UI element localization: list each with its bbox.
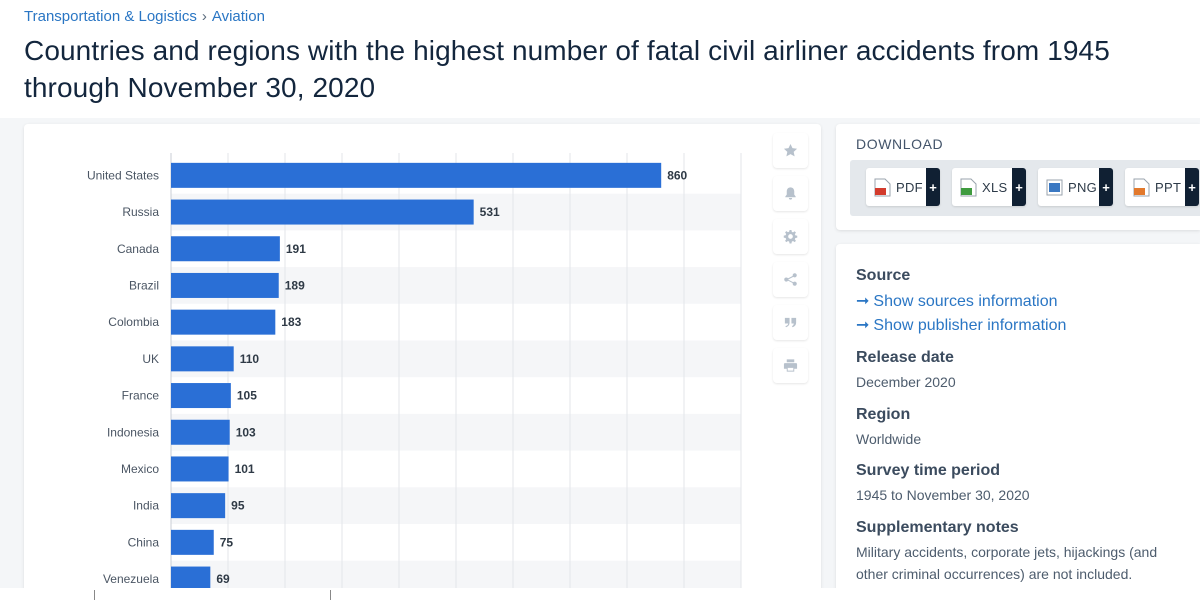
download-pdf-button[interactable]: PDF + — [866, 168, 940, 206]
category-label: China — [128, 535, 160, 549]
category-label: Mexico — [121, 462, 159, 476]
show-sources-link[interactable]: ➞ Show sources information — [856, 291, 1058, 311]
source-heading: Source — [856, 267, 911, 284]
breadcrumb-separator: › — [201, 8, 207, 25]
xls-file-icon — [960, 178, 977, 196]
value-label: 189 — [285, 278, 305, 292]
supplementary-notes-value: Military accidents, corporate jets, hija… — [856, 544, 1158, 582]
category-label: France — [122, 389, 160, 403]
download-png-plus[interactable]: + — [1099, 168, 1113, 206]
category-label: Colombia — [108, 315, 159, 329]
cite-button[interactable] — [773, 305, 808, 340]
download-options: PDF + XLS + PNG + PPT + — [850, 160, 1200, 216]
download-xls-plus[interactable]: + — [1012, 168, 1026, 206]
bar[interactable] — [171, 162, 662, 188]
value-label: 101 — [235, 462, 255, 476]
bar[interactable] — [171, 456, 229, 482]
breadcrumb-subcategory[interactable]: Aviation — [211, 8, 265, 25]
breadcrumb-category[interactable]: Transportation & Logistics — [24, 8, 197, 25]
download-png-label: PNG — [1068, 179, 1098, 195]
bar[interactable] — [171, 346, 234, 372]
ppt-file-icon — [1133, 178, 1150, 196]
release-date-value: December 2020 — [856, 374, 956, 390]
pdf-file-icon — [874, 178, 891, 196]
arrow-right-icon: ➞ — [856, 293, 870, 310]
arrow-right-icon: ➞ — [856, 317, 870, 334]
region-heading: Region — [856, 406, 911, 423]
download-xls-button[interactable]: XLS + — [952, 168, 1026, 206]
category-label: Brazil — [129, 278, 159, 292]
category-label: United States — [87, 168, 159, 182]
category-label: Canada — [117, 242, 159, 256]
value-label: 191 — [286, 242, 306, 256]
download-xls-label: XLS — [982, 179, 1008, 195]
download-ppt-plus[interactable]: + — [1185, 168, 1199, 206]
supplementary-notes-heading: Supplementary notes — [856, 519, 1019, 536]
show-publisher-link[interactable]: ➞ Show publisher information — [856, 315, 1066, 335]
png-file-icon — [1046, 179, 1063, 195]
category-label: Venezuela — [103, 572, 159, 586]
download-panel: DOWNLOAD PDF + XLS + PNG + PPT + — [836, 124, 1200, 230]
bar-chart: United States 860 Russia 531 Canada 191 Brazil… — [87, 153, 742, 594]
quote-icon — [784, 317, 797, 328]
download-png-button[interactable]: PNG + — [1038, 168, 1113, 206]
download-title: DOWNLOAD — [856, 136, 944, 152]
value-label: 860 — [667, 168, 687, 182]
page-footer-strip — [0, 588, 836, 601]
bar[interactable] — [171, 383, 231, 409]
page-title: Countries and regions with the highest n… — [24, 35, 1110, 103]
value-label: 103 — [236, 425, 256, 439]
bar[interactable] — [171, 529, 214, 555]
category-label: Russia — [122, 205, 159, 219]
category-label: UK — [142, 352, 159, 366]
share-button[interactable] — [773, 262, 808, 297]
notification-button[interactable] — [773, 176, 808, 211]
show-sources-label: Show sources information — [873, 293, 1058, 310]
bar[interactable] — [171, 419, 230, 445]
value-label: 531 — [480, 205, 500, 219]
value-label: 95 — [231, 499, 245, 513]
value-label: 110 — [240, 352, 260, 366]
bar[interactable] — [171, 272, 279, 298]
bar[interactable] — [171, 493, 226, 519]
divider — [330, 590, 331, 600]
download-ppt-button[interactable]: PPT + — [1125, 168, 1199, 206]
bar[interactable] — [171, 236, 280, 262]
download-pdf-label: PDF — [896, 179, 923, 195]
download-ppt-label: PPT — [1155, 179, 1182, 195]
category-label: India — [133, 499, 159, 513]
star-icon — [783, 143, 798, 157]
bar[interactable] — [171, 309, 276, 335]
divider — [94, 590, 95, 600]
survey-period-value: 1945 to November 30, 2020 — [856, 487, 1030, 503]
value-label: 69 — [216, 572, 230, 586]
statistic-info-panel: Source ➞ Show sources information ➞ Show p… — [836, 244, 1200, 601]
bell-icon — [785, 187, 796, 200]
print-button[interactable] — [773, 348, 808, 383]
category-label: Indonesia — [107, 425, 159, 439]
page-header: Transportation & Logistics › Aviation Coun… — [0, 0, 1200, 118]
bar[interactable] — [171, 199, 474, 225]
value-label: 183 — [281, 315, 301, 329]
settings-button[interactable] — [773, 219, 808, 254]
gear-icon — [783, 229, 798, 244]
favorite-button[interactable] — [773, 133, 808, 168]
chart-panel: United States 860 Russia 531 Canada 191 Brazil… — [24, 124, 821, 594]
value-label: 75 — [220, 535, 234, 549]
value-label: 105 — [237, 389, 257, 403]
show-publisher-label: Show publisher information — [873, 317, 1067, 334]
release-date-heading: Release date — [856, 349, 954, 366]
survey-period-heading: Survey time period — [856, 462, 1001, 479]
print-icon — [783, 359, 798, 372]
download-pdf-plus[interactable]: + — [926, 168, 940, 206]
bar[interactable] — [171, 566, 211, 592]
breadcrumb: Transportation & Logistics › Aviation — [24, 8, 265, 25]
share-icon — [784, 273, 797, 286]
region-value: Worldwide — [856, 431, 922, 447]
